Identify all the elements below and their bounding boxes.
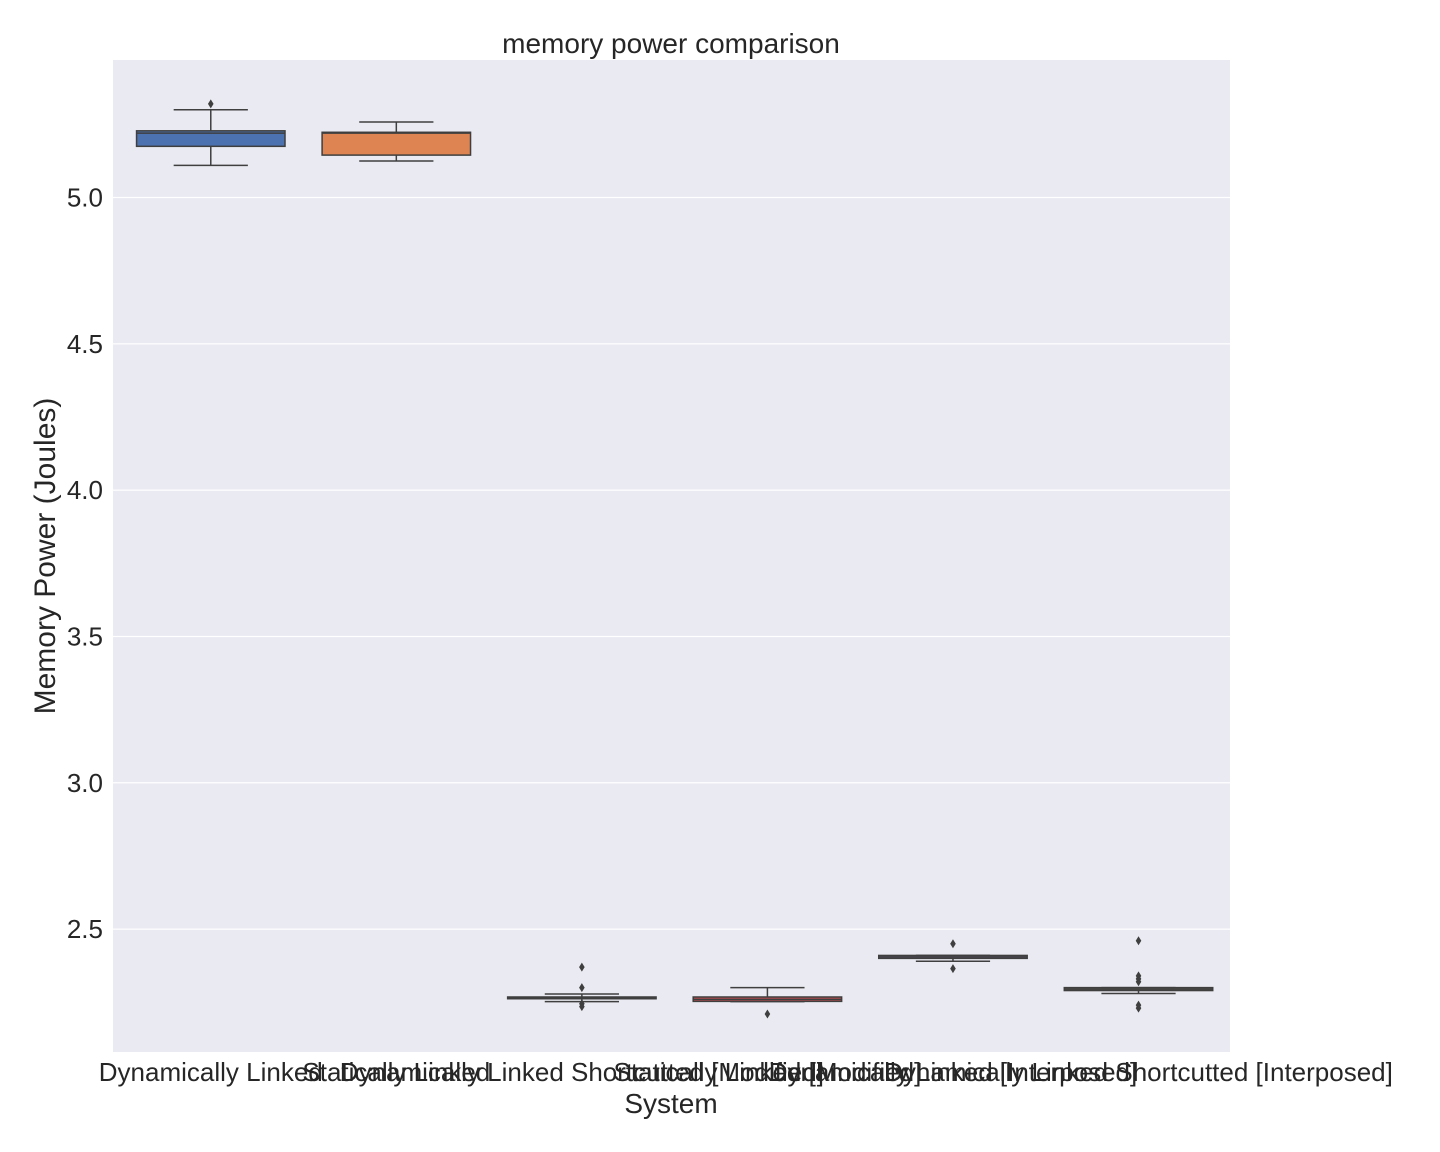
box-group	[692, 986, 843, 1019]
plot-area	[113, 60, 1230, 1052]
x-tick-label: Statically Linked [Modified]	[614, 1057, 922, 1087]
outlier-point	[579, 962, 585, 972]
outlier-point	[1135, 936, 1142, 946]
boxes	[135, 99, 1214, 1019]
box-group	[1063, 936, 1214, 1013]
box	[135, 130, 286, 148]
x-axis-label: System	[624, 1088, 717, 1119]
x-tick-label: Statically Linked	[302, 1057, 490, 1087]
x-tick-label: Dynamically Linked Shortcutted [Interpos…	[884, 1057, 1393, 1087]
outlier-point	[579, 983, 585, 993]
chart-title: memory power comparison	[502, 28, 840, 59]
grid-lines	[113, 196, 1230, 930]
y-tick-label: 2.5	[67, 914, 103, 944]
box	[321, 131, 472, 156]
box-group	[321, 121, 472, 162]
outlier-point	[1135, 1003, 1142, 1013]
box-group	[877, 939, 1028, 974]
outlier-point	[1135, 977, 1142, 987]
y-tick-label: 4.5	[67, 329, 103, 359]
y-tick-label: 5.0	[67, 183, 103, 213]
x-tick-label: Dynamically Linked Shortcutted [Modified…	[340, 1057, 824, 1087]
y-axis-label: Memory Power (Joules)	[29, 398, 62, 715]
x-tick-label: Dynamically Linked [Interposed]	[769, 1057, 1138, 1087]
y-tick-labels: 2.5 3.0 3.5 4.0 4.5 5.0	[67, 183, 103, 945]
outlier-point	[764, 1009, 771, 1019]
y-tick-label: 3.5	[67, 621, 103, 651]
outlier-point	[950, 939, 956, 949]
y-tick-label: 3.0	[67, 768, 103, 798]
outlier-point	[579, 1002, 585, 1012]
y-tick-label: 4.0	[67, 475, 103, 505]
x-tick-label: Dynamically Linked	[99, 1057, 323, 1087]
box-group	[135, 99, 286, 167]
outlier-point	[207, 99, 214, 109]
outlier-point	[950, 964, 956, 974]
box-group	[506, 962, 657, 1012]
